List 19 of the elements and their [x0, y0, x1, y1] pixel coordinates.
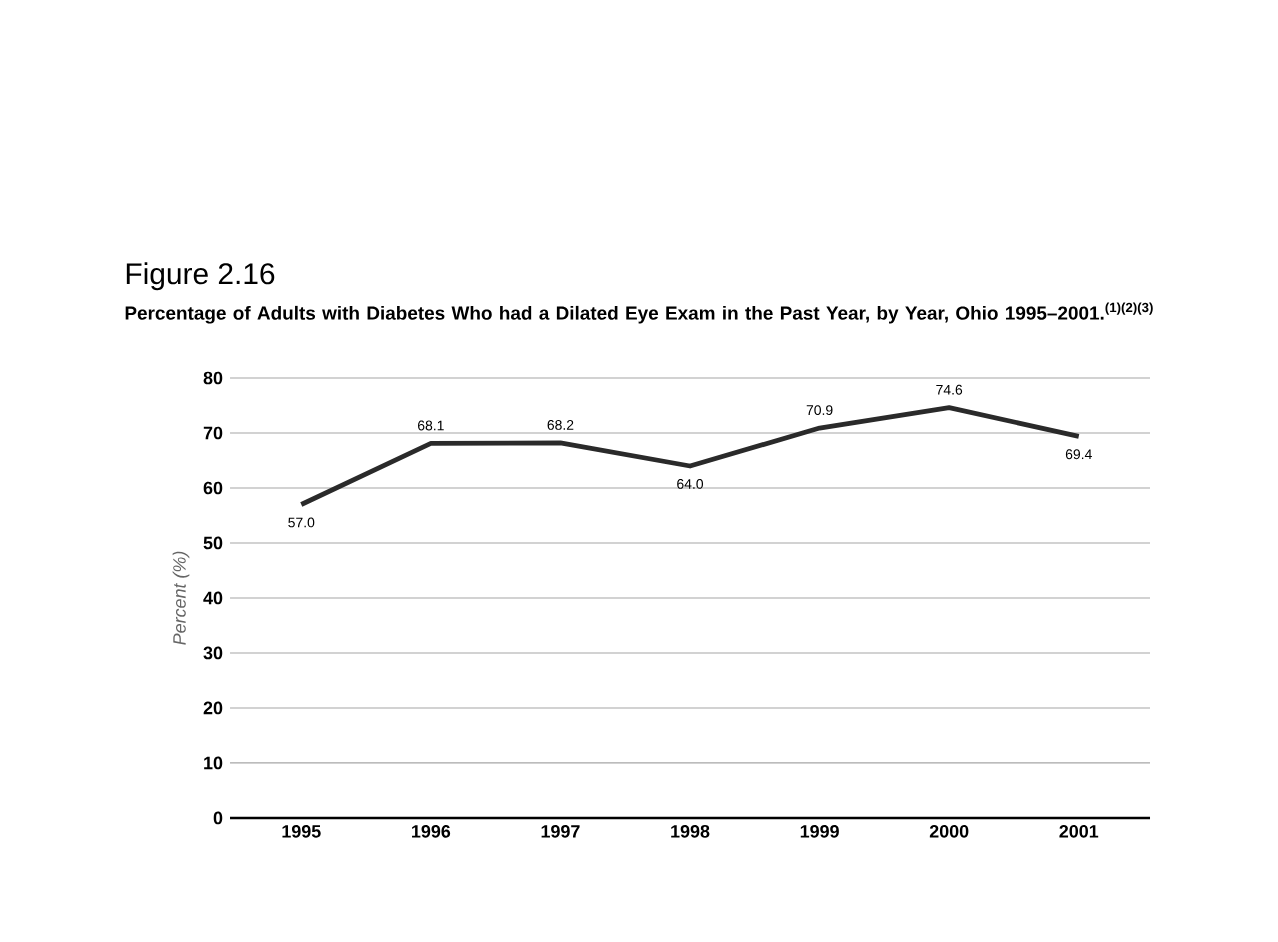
y-tick-label: 80	[203, 371, 223, 385]
y-tick-label: 50	[203, 536, 223, 550]
y-tick-label: 30	[203, 646, 223, 660]
y-axis-title: Percent (%)	[172, 551, 190, 645]
x-tick-label: 1999	[800, 825, 839, 838]
y-tick-label: 0	[213, 811, 223, 825]
x-tick-label: 1998	[671, 825, 710, 838]
y-tick-label: 10	[204, 756, 223, 770]
x-tick-label: 2001	[1059, 825, 1099, 838]
y-tick-label: 60	[203, 481, 223, 495]
x-tick-label: 1995	[282, 825, 321, 838]
y-tick-label: 70	[203, 426, 223, 440]
x-tick-label: 2000	[929, 825, 969, 838]
x-tick-label: 1997	[541, 825, 580, 838]
chart-title: Figure 2.16	[126, 262, 275, 291]
y-tick-label: 40	[203, 591, 223, 605]
chart-subtitle: Percentage of Adults with Diabetes Who had a Dilated Eye Exam in the Past Year, by Year, Ohio 1995–2001.$^{(1)(2)(3)}$	[125, 302, 1153, 324]
y-tick-label: 20	[203, 701, 223, 715]
x-tick-label: 1996	[412, 825, 451, 838]
